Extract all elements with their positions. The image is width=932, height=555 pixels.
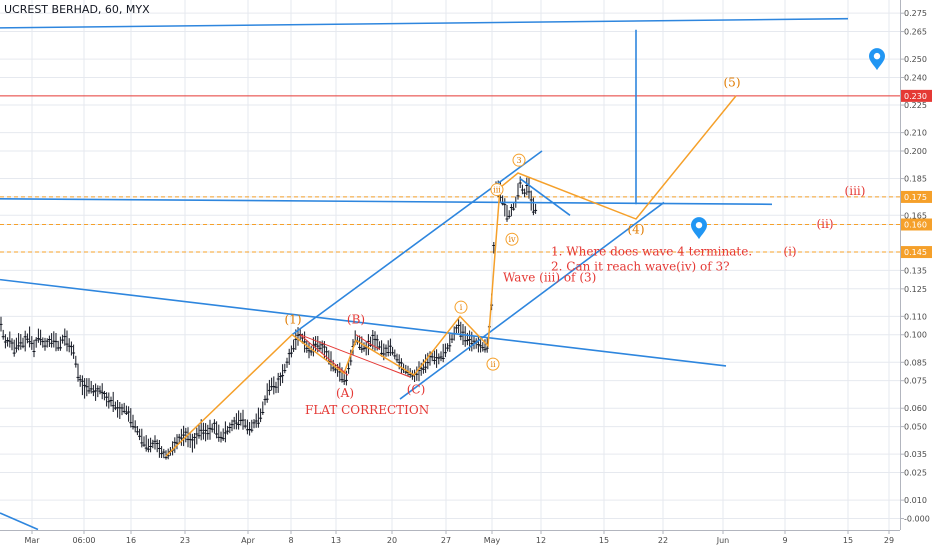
- trend-line[interactable]: [0, 512, 39, 531]
- price-badge-label: 0.175: [904, 193, 927, 202]
- price-badge-label: 0.160: [904, 220, 927, 229]
- map-pin-icon-center: [873, 52, 881, 60]
- time-tick-label: 29: [884, 536, 894, 545]
- price-tick-label: 0.135: [904, 266, 927, 275]
- price-badge: [901, 89, 932, 102]
- time-tick-label: May: [484, 536, 501, 545]
- price-tick-label: 0.265: [904, 28, 927, 37]
- price-tick-label: 0.075: [904, 377, 927, 386]
- price-badge-label: 0.145: [904, 248, 927, 257]
- price-tick-label: 0.275: [904, 9, 927, 18]
- price-tick-label: 0.035: [904, 450, 927, 459]
- price-tick-label: 0.125: [904, 285, 927, 294]
- trend-line[interactable]: [519, 177, 571, 216]
- time-tick-label: 06:00: [72, 536, 95, 545]
- price-badge: [901, 246, 932, 259]
- price-tick-label: 0.010: [904, 496, 927, 505]
- price-badges: 0.230 0.175 0.160 0.145: [901, 89, 932, 259]
- wave-circle-label: iv: [508, 235, 516, 244]
- wave-line[interactable]: [165, 95, 737, 457]
- time-tick-label: 23: [180, 536, 190, 545]
- time-tick-label: 12: [536, 536, 546, 545]
- time-tick-label: 16: [126, 536, 136, 545]
- wave-labels: (1) (B)(A) (C)(4)(5)(iii)(ii)(i)iiiiiiiv3F…: [285, 76, 866, 417]
- trend-line[interactable]: [0, 278, 727, 367]
- trend-line[interactable]: [0, 197, 773, 206]
- wave-circle-label: i: [460, 303, 463, 312]
- wave-circle[interactable]: [512, 153, 526, 167]
- horizontal-levels: [0, 95, 900, 253]
- price-tick-label: 0.225: [904, 101, 927, 110]
- wave-circle-label: 3: [516, 156, 521, 165]
- correction-line[interactable]: [299, 334, 349, 376]
- price-tick-label: 0.085: [904, 358, 927, 367]
- correction-line[interactable]: [299, 334, 411, 378]
- price-badge: [901, 218, 932, 231]
- markers: [691, 48, 885, 240]
- wave-circle[interactable]: [490, 183, 504, 197]
- map-pin-icon-center: [695, 221, 703, 229]
- time-tick-label: 27: [441, 536, 451, 545]
- wave-label[interactable]: (C): [407, 383, 426, 397]
- price-badge-label: 0.230: [904, 92, 927, 101]
- price-tick-label: 0.185: [904, 175, 927, 184]
- wave-circle-label: iii: [493, 186, 501, 195]
- wave-circle[interactable]: [454, 300, 468, 314]
- annotation-text[interactable]: Wave (iii) of (3): [503, 270, 596, 284]
- annotation-text[interactable]: 2. Can it reach wave(iv) of 3?: [551, 259, 730, 273]
- wave-circle[interactable]: [505, 232, 519, 246]
- wave-label[interactable]: (iii): [845, 184, 866, 198]
- trend-line[interactable]: [399, 201, 665, 400]
- wave-label[interactable]: (1): [285, 313, 302, 327]
- annotation-text[interactable]: 1. Where does wave 4 terminate.: [551, 245, 752, 259]
- time-tick-label: 9: [782, 536, 787, 545]
- price-tick-label: 0.210: [904, 129, 927, 138]
- price-badge: [901, 190, 932, 203]
- price-tick-label: 0.165: [904, 211, 927, 220]
- price-tick-label: 0.050: [904, 423, 927, 432]
- time-tick-label: 13: [331, 536, 341, 545]
- wave-circle[interactable]: [486, 357, 500, 371]
- trend-lines: [0, 17, 849, 531]
- annotation-text[interactable]: FLAT CORRECTION: [305, 403, 429, 417]
- price-tick-label: 0.200: [904, 147, 927, 156]
- price-tick-label: 0.060: [904, 404, 927, 413]
- time-tick-label: 15: [843, 536, 853, 545]
- price-tick-label: -0.000: [904, 514, 930, 523]
- wave-label[interactable]: (4): [628, 223, 645, 237]
- time-tick-label: Jun: [716, 536, 730, 545]
- symbol-title: UCREST BERHAD, 60, MYX: [4, 3, 150, 16]
- wave-label[interactable]: (A): [336, 386, 354, 400]
- time-tick-label: Mar: [24, 536, 40, 545]
- price-tick-label: 0.240: [904, 73, 927, 82]
- wave-label[interactable]: (B): [347, 313, 365, 327]
- wave-label[interactable]: (5): [724, 76, 741, 90]
- price-tick-label: 0.100: [904, 331, 927, 340]
- wave-lines: [165, 95, 737, 457]
- trend-line[interactable]: [291, 150, 543, 336]
- time-tick-label: Apr: [241, 536, 256, 545]
- trend-line[interactable]: [0, 17, 849, 29]
- price-tick-label: 0.025: [904, 469, 927, 478]
- time-tick-label: 22: [658, 536, 668, 545]
- wave-label[interactable]: (ii): [816, 217, 833, 231]
- time-axis: Mar 06:00 16 23 Apr 8 13 20 27 May 12 15 22 Jun 9 15 29: [24, 530, 894, 545]
- time-tick-label: 15: [599, 536, 609, 545]
- time-tick-label: 20: [387, 536, 397, 545]
- correction-line[interactable]: [355, 334, 381, 350]
- wave-circle-label: ii: [490, 360, 496, 369]
- price-tick-label: 0.110: [904, 312, 927, 321]
- price-tick-label: 0.250: [904, 55, 927, 64]
- price-bars: [0, 176, 538, 460]
- wave-label[interactable]: (i): [783, 245, 796, 259]
- time-tick-label: 8: [288, 536, 293, 545]
